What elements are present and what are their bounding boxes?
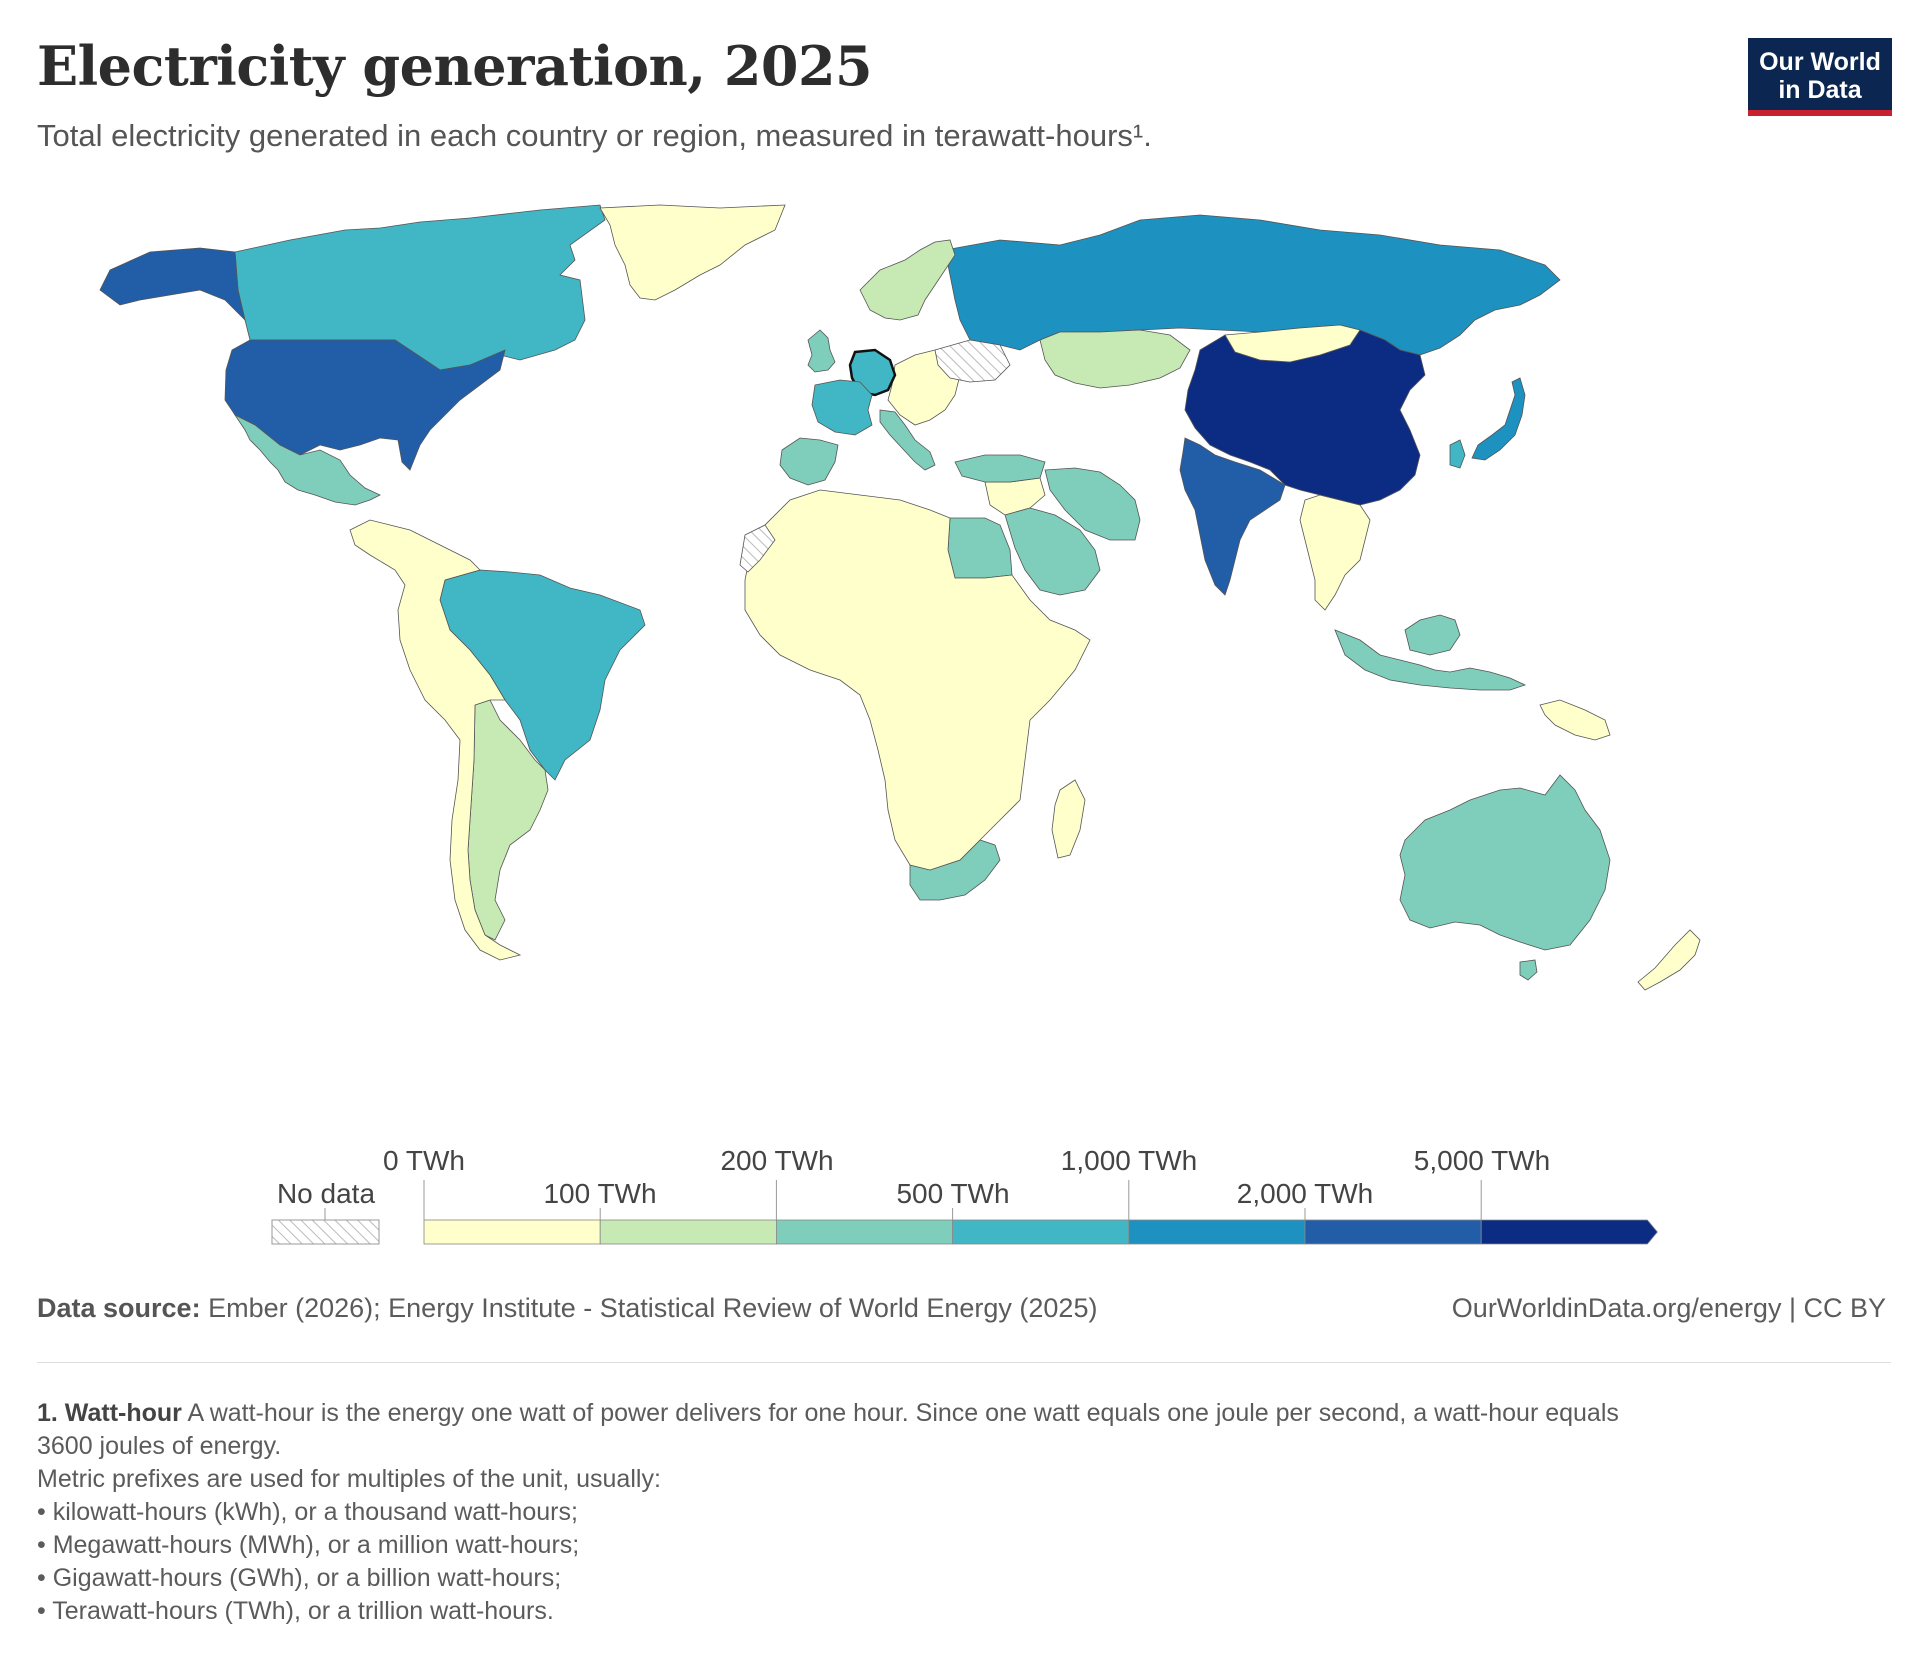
footnote-text-1: A watt-hour is the energy one watt of po… bbox=[187, 1399, 1619, 1427]
map-region-saudi-arabia[interactable] bbox=[1004, 507, 1101, 596]
map-regions bbox=[99, 204, 1701, 991]
map-region-madagascar[interactable] bbox=[1051, 779, 1086, 859]
map-region-japan[interactable] bbox=[1471, 377, 1526, 461]
legend-tick-1: 100 TWh bbox=[543, 1178, 657, 1209]
map-region-alaska[interactable] bbox=[99, 247, 246, 322]
map-region-western-sahara[interactable] bbox=[739, 524, 776, 573]
owid-logo[interactable]: Our World in Data bbox=[1748, 38, 1892, 116]
legend-bins bbox=[423, 1180, 1658, 1245]
map-region-borneo[interactable] bbox=[1404, 614, 1461, 656]
footnote-term: 1. Watt-hour bbox=[37, 1399, 182, 1427]
footer-divider bbox=[37, 1362, 1891, 1363]
legend-tick-0: 0 TWh bbox=[383, 1145, 465, 1176]
chart-subtitle: Total electricity generated in each coun… bbox=[37, 118, 1152, 153]
map-region-greenland[interactable] bbox=[599, 204, 786, 301]
legend-bin-2[interactable] bbox=[776, 1219, 954, 1245]
map-region-italy[interactable] bbox=[879, 409, 936, 471]
legend-no-data-label: No data bbox=[276, 1178, 376, 1209]
map-region-turkey[interactable] bbox=[954, 454, 1046, 483]
legend-bin-0[interactable] bbox=[423, 1219, 601, 1245]
world-map[interactable] bbox=[0, 200, 1920, 1070]
legend-tick-6: 5,000 TWh bbox=[1413, 1145, 1551, 1176]
footnote-line-3: Metric prefixes are used for multiples o… bbox=[37, 1465, 661, 1493]
logo-line-1: Our World bbox=[1759, 48, 1881, 76]
data-source-text[interactable]: Ember (2026); Energy Institute - Statist… bbox=[208, 1293, 1098, 1323]
map-region-ukraine[interactable] bbox=[934, 339, 1011, 383]
legend-tick-5: 2,000 TWh bbox=[1236, 1178, 1374, 1209]
footnote: 1. Watt-hour A watt-hour is the energy o… bbox=[37, 1397, 1837, 1628]
map-region-egypt[interactable] bbox=[947, 517, 1013, 579]
map-region-scandinavia[interactable] bbox=[859, 239, 956, 321]
data-source-label: Data source: bbox=[37, 1293, 201, 1323]
footnote-line-1: 1. Watt-hour A watt-hour is the energy o… bbox=[37, 1397, 1837, 1430]
map-region-india[interactable] bbox=[1179, 437, 1286, 596]
map-region-africa-other-[interactable] bbox=[744, 489, 1091, 871]
color-legend bbox=[271, 1180, 1658, 1245]
legend-tick-3: 500 TWh bbox=[896, 1178, 1010, 1209]
no-data-swatch bbox=[271, 1219, 380, 1245]
chart-title: Electricity generation, 2025 bbox=[37, 34, 873, 98]
legend-tick-2: 200 TWh bbox=[720, 1145, 834, 1176]
legend-bin-3[interactable] bbox=[952, 1219, 1130, 1245]
map-region-papua-new-guinea[interactable] bbox=[1539, 699, 1611, 741]
map-region-southeast-asia[interactable] bbox=[1299, 494, 1371, 611]
footnote-bullet: • Megawatt-hours (MWh), or a million wat… bbox=[37, 1531, 580, 1559]
map-region-mexico[interactable] bbox=[233, 413, 381, 506]
map-region-spain[interactable] bbox=[779, 437, 839, 486]
logo-line-2: in Data bbox=[1778, 76, 1862, 104]
map-region-rest-of-south-america[interactable] bbox=[349, 519, 522, 961]
legend-bin-4[interactable] bbox=[1128, 1219, 1306, 1245]
map-region-iran[interactable] bbox=[1044, 467, 1141, 541]
legend-tick-4: 1,000 TWh bbox=[1060, 1145, 1198, 1176]
map-region-tasmania[interactable] bbox=[1519, 959, 1538, 981]
footnote-line-2: 3600 joules of energy. bbox=[37, 1432, 282, 1460]
source-url[interactable]: OurWorldinData.org/energy | CC BY bbox=[1451, 1293, 1886, 1323]
footnote-bullet: • kilowatt-hours (kWh), or a thousand wa… bbox=[37, 1498, 578, 1526]
data-source: Data source: Ember (2026); Energy Instit… bbox=[37, 1293, 1097, 1324]
map-region-kazakhstan[interactable] bbox=[1039, 329, 1191, 389]
map-region-australia[interactable] bbox=[1399, 774, 1611, 951]
map-region-mongolia[interactable] bbox=[1224, 324, 1361, 363]
map-region-south-korea[interactable] bbox=[1449, 439, 1466, 469]
legend-bin-5[interactable] bbox=[1304, 1219, 1482, 1245]
legend-bin-6[interactable] bbox=[1480, 1219, 1658, 1245]
legend-bin-1[interactable] bbox=[599, 1219, 777, 1245]
footnote-bullet: • Gigawatt-hours (GWh), or a billion wat… bbox=[37, 1564, 562, 1592]
map-region-new-zealand[interactable] bbox=[1637, 929, 1701, 991]
footnote-bullet: • Terawatt-hours (TWh), or a trillion wa… bbox=[37, 1597, 554, 1625]
map-region-indonesia[interactable] bbox=[1334, 629, 1527, 691]
map-region-france[interactable] bbox=[811, 379, 873, 436]
map-region-united-kingdom[interactable] bbox=[807, 329, 836, 373]
